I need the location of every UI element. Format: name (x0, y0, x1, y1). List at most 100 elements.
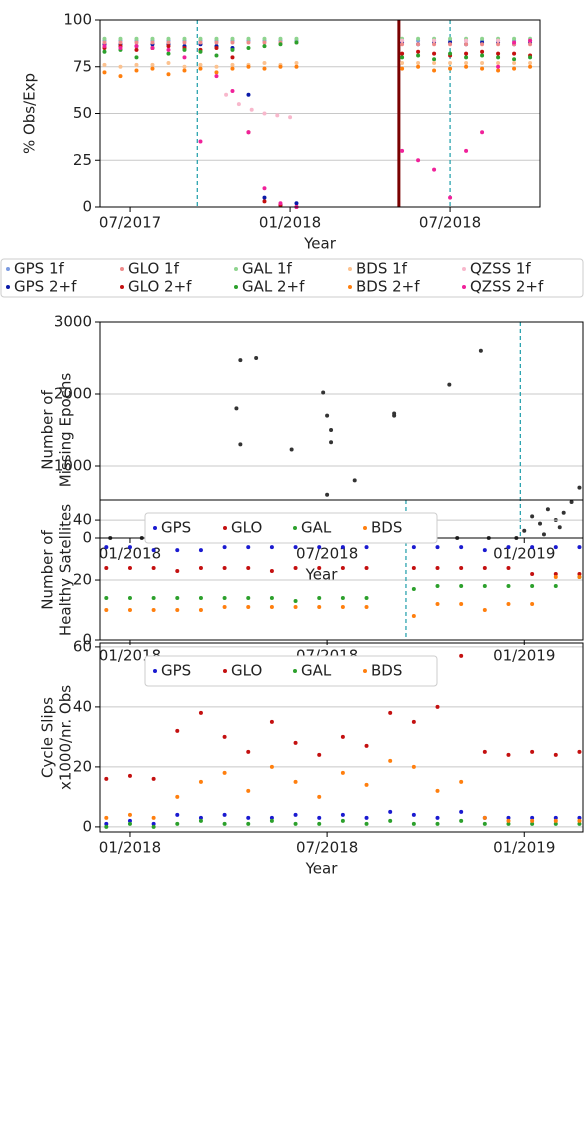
point (416, 49, 421, 54)
point (262, 36, 267, 41)
point (577, 575, 582, 580)
point (340, 818, 345, 823)
y-tick-label: 0 (82, 198, 92, 216)
point (294, 36, 299, 41)
point (530, 514, 535, 519)
y-tick-label: 0 (82, 817, 92, 835)
plot-frame (99, 321, 584, 539)
point (293, 740, 298, 745)
point (553, 818, 558, 823)
point (553, 584, 558, 589)
legend-marker (153, 526, 157, 530)
point (545, 507, 550, 512)
point (577, 485, 582, 490)
point (435, 704, 440, 709)
point (447, 382, 452, 387)
legend-label: BDS 2+f (356, 278, 420, 296)
legend-label: GLO (231, 662, 262, 680)
point (577, 818, 582, 823)
point (246, 92, 251, 97)
point (230, 47, 235, 52)
point (400, 51, 405, 56)
legend-label: GLO (231, 519, 262, 537)
y-tick-label: 0 (82, 529, 92, 547)
y-tick-label: 3000 (54, 313, 92, 331)
point (528, 61, 533, 66)
point (448, 66, 453, 71)
point (400, 66, 405, 71)
point (246, 596, 251, 601)
point (150, 66, 155, 71)
point (530, 584, 535, 589)
point (496, 42, 501, 47)
point (317, 545, 322, 550)
point (482, 815, 487, 820)
point (506, 602, 511, 607)
point (506, 752, 511, 757)
point (175, 728, 180, 733)
point (432, 57, 437, 62)
point (432, 42, 437, 47)
point (364, 743, 369, 748)
point (198, 710, 203, 715)
x-tick-label: 07/2018 (296, 545, 358, 563)
point (246, 36, 251, 41)
legend-label: GPS 2+f (14, 278, 77, 296)
point (530, 602, 535, 607)
legend-label: BDS (371, 519, 402, 537)
point (553, 821, 558, 826)
point (522, 528, 527, 533)
point (512, 66, 517, 71)
point (150, 62, 155, 67)
point (230, 89, 235, 94)
y-axis-label: Number of (39, 390, 57, 470)
point (269, 569, 274, 574)
point (340, 545, 345, 550)
point (293, 566, 298, 571)
point (224, 92, 229, 97)
point (411, 545, 416, 550)
point (288, 115, 293, 120)
point (104, 821, 109, 826)
x-axis-label: Year (303, 235, 337, 253)
point (118, 40, 123, 45)
y-axis-label: x1000/nr. Obs (57, 685, 75, 790)
point (151, 548, 156, 553)
point (104, 545, 109, 550)
point (230, 40, 235, 45)
point (104, 566, 109, 571)
legend-marker (293, 526, 297, 530)
point (175, 812, 180, 817)
point (278, 64, 283, 69)
point (127, 566, 132, 571)
point (198, 779, 203, 784)
x-tick-label: 01/2018 (259, 214, 321, 232)
point (435, 566, 440, 571)
point (464, 148, 469, 153)
y-axis-label: Missing Epochs (57, 373, 75, 488)
point (435, 815, 440, 820)
point (557, 525, 562, 530)
point (269, 596, 274, 601)
point (482, 584, 487, 589)
point (278, 36, 283, 41)
point (530, 545, 535, 550)
legend-label: GLO 2+f (128, 278, 192, 296)
point (293, 605, 298, 610)
point (482, 548, 487, 553)
point (246, 605, 251, 610)
point (482, 749, 487, 754)
point (432, 51, 437, 56)
point (198, 66, 203, 71)
point (448, 42, 453, 47)
point (512, 40, 517, 45)
point (118, 46, 123, 51)
point (480, 66, 485, 71)
point (269, 719, 274, 724)
point (262, 195, 267, 200)
point (150, 36, 155, 41)
point (175, 821, 180, 826)
plot-frame (99, 19, 541, 208)
legend-marker (120, 285, 124, 289)
